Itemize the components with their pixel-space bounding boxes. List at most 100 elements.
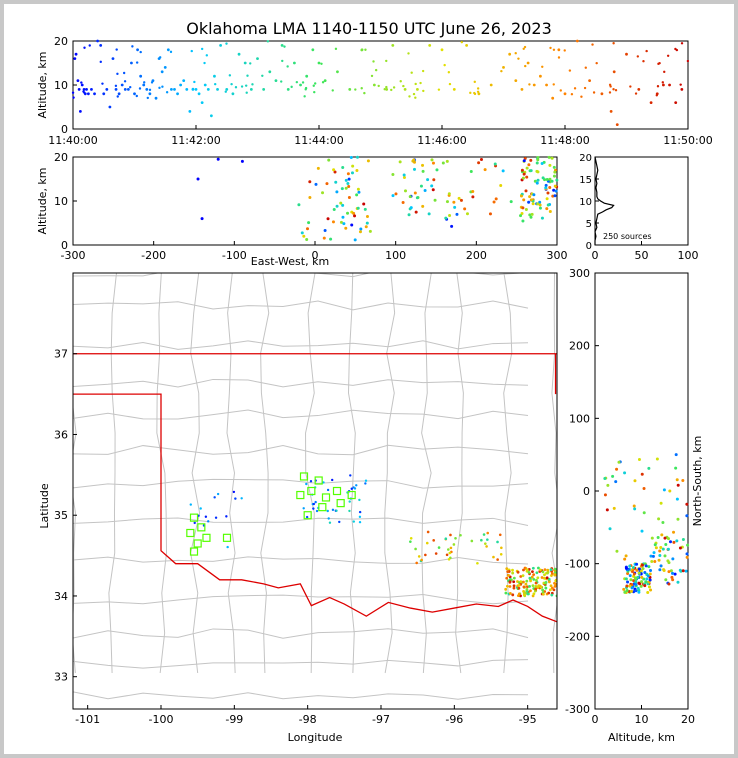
data-point — [266, 40, 270, 43]
data-point — [624, 577, 628, 581]
station-marker — [197, 523, 206, 532]
source-point — [426, 530, 430, 534]
data-point — [200, 47, 204, 51]
y-tick-label: 35 — [54, 509, 68, 522]
source-point — [534, 581, 538, 585]
data-point — [341, 203, 345, 207]
source-point — [519, 580, 523, 584]
data-point — [182, 79, 186, 82]
data-point — [675, 539, 679, 543]
data-point — [225, 42, 228, 45]
data-point — [553, 170, 557, 174]
data-point — [116, 95, 119, 98]
data-point — [685, 502, 689, 506]
data-point — [431, 188, 435, 192]
panel-ns-altitude: 0 10 20 -300 -200 -100 0 100 200 300 Altitude, km N… — [565, 267, 704, 744]
data-point — [615, 123, 619, 126]
data-point — [637, 457, 641, 461]
data-point — [531, 202, 535, 206]
data-point — [554, 189, 558, 193]
data-point — [240, 159, 244, 163]
data-point — [538, 200, 542, 204]
data-point — [346, 211, 350, 215]
data-point — [672, 530, 676, 534]
data-point — [421, 69, 425, 73]
data-point — [583, 86, 587, 90]
data-point — [647, 565, 651, 569]
data-point — [664, 543, 668, 547]
station-marker — [202, 533, 211, 542]
county-line — [73, 691, 529, 700]
data-point — [427, 212, 431, 216]
data-point — [421, 204, 425, 208]
data-point — [374, 68, 378, 72]
data-point — [622, 587, 626, 591]
x-tick-label: 11:42:00 — [171, 134, 220, 147]
data-point — [514, 51, 517, 55]
source-count-label: 250 sources — [603, 232, 652, 241]
y-tick-label: 15 — [579, 175, 592, 186]
data-point — [410, 71, 413, 74]
data-point — [640, 529, 644, 533]
data-point — [203, 61, 206, 65]
data-point — [668, 83, 671, 87]
data-point — [656, 85, 660, 88]
station-marker — [189, 513, 199, 522]
data-point — [430, 158, 434, 162]
source-point — [553, 581, 556, 585]
data-point — [447, 71, 451, 74]
source-point — [498, 533, 502, 537]
data-point — [538, 203, 542, 207]
data-point — [615, 549, 619, 553]
data-point — [521, 206, 525, 210]
source-point — [532, 573, 536, 577]
data-point — [158, 56, 162, 59]
figure-canvas: Oklahoma LMA 1140-1150 UTC June 26, 2023… — [4, 4, 734, 754]
source-point — [420, 558, 423, 562]
source-point — [476, 561, 479, 565]
source-point — [552, 588, 556, 592]
data-point — [305, 238, 309, 242]
data-point — [545, 178, 549, 182]
data-point — [523, 45, 527, 49]
data-point — [408, 95, 411, 98]
data-point — [548, 177, 552, 181]
data-point — [224, 90, 227, 93]
data-point — [663, 554, 667, 558]
data-point — [552, 174, 556, 178]
histogram-line — [594, 156, 615, 245]
y-tick-label: -100 — [565, 558, 590, 571]
data-point — [469, 91, 472, 95]
source-point — [532, 592, 536, 596]
data-point — [465, 212, 469, 216]
data-point — [642, 487, 646, 491]
source-point — [549, 568, 553, 572]
data-point — [349, 155, 353, 159]
data-point — [653, 559, 657, 563]
panel-time-height: 11:40:00 11:42:00 11:44:00 11:46:00 11:48:00… — [36, 35, 713, 147]
y-tick-label: 100 — [569, 412, 590, 425]
source-point — [511, 571, 515, 575]
data-point — [671, 557, 675, 561]
data-point — [80, 83, 84, 87]
data-point — [625, 584, 629, 588]
data-point — [658, 61, 661, 65]
data-point — [78, 110, 82, 113]
data-point — [649, 569, 653, 573]
data-point — [450, 224, 454, 228]
data-point — [661, 547, 665, 551]
county-line — [73, 409, 529, 420]
data-point — [412, 92, 416, 96]
source-point — [546, 568, 550, 572]
source-point — [459, 533, 462, 537]
source-point — [414, 547, 417, 551]
source-point — [512, 586, 516, 590]
data-point — [452, 88, 456, 91]
source-point — [302, 507, 305, 510]
data-point — [628, 584, 632, 588]
data-point — [606, 483, 610, 487]
data-point — [339, 201, 343, 205]
data-point — [441, 161, 445, 165]
data-point — [356, 206, 360, 210]
data-point — [246, 74, 249, 77]
